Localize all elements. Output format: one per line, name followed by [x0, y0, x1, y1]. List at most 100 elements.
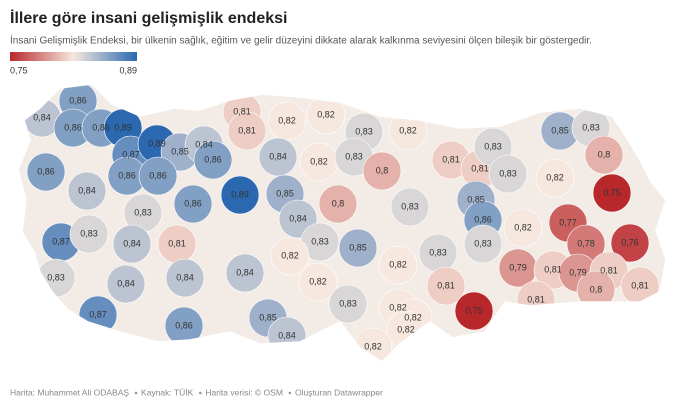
province-region	[362, 151, 402, 191]
province-label: 0,89	[231, 189, 249, 199]
province-label: 0,87	[122, 149, 140, 159]
province-region	[390, 187, 430, 227]
province-region	[270, 236, 310, 276]
province-region	[426, 266, 466, 306]
province-label: 0,83	[339, 298, 357, 308]
province-region	[26, 152, 66, 192]
province-label: 0,86	[204, 154, 222, 164]
province-label: 0,85	[276, 188, 294, 198]
province-label: 0,89	[114, 122, 132, 132]
province-label: 0,86	[175, 320, 193, 330]
province-label: 0,82	[309, 276, 327, 286]
separator-dot	[288, 391, 292, 395]
province-label: 0,82	[397, 324, 415, 334]
province-label: 0,81	[471, 163, 489, 173]
province-label: 0,82	[389, 302, 407, 312]
province-region	[503, 208, 543, 248]
footer: Harita: Muhammet Ali ODABAŞ Kaynak: TÜİK H…	[10, 387, 383, 397]
province-label: 0,84	[176, 272, 194, 282]
province-region	[488, 154, 528, 194]
map-labels: 0,860,840,86 0,86 0,890,870,890,850,840,86…	[33, 95, 649, 351]
province-label: 0,83	[47, 272, 65, 282]
province-label: 0,83	[311, 236, 329, 246]
province-label: 0,83	[474, 238, 492, 248]
legend-min: 0,75	[10, 65, 28, 75]
province-label: 0,81	[168, 238, 186, 248]
title: İllere göre insani gelişmişlik endeksi	[10, 9, 287, 27]
province-region	[106, 264, 146, 304]
province-label: 0,84	[195, 139, 213, 149]
separator-dot	[134, 391, 138, 395]
province-label: 0,82	[514, 222, 532, 232]
province-region	[592, 173, 632, 213]
province-region	[318, 184, 358, 224]
province-label: 0,84	[33, 112, 51, 122]
province-label: 0,83	[484, 141, 502, 151]
province-region	[610, 223, 650, 263]
province-region	[225, 253, 265, 293]
province-label: 0,82	[281, 250, 299, 260]
province-label: 0,8	[598, 149, 611, 159]
province-label: 0,82	[310, 156, 328, 166]
province-label: 0,85	[171, 146, 189, 156]
province-region	[584, 135, 624, 175]
province-label: 0,85	[349, 242, 367, 252]
province-region	[298, 262, 338, 302]
province-label: 0,82	[364, 341, 382, 351]
province-label: 0,87	[89, 309, 107, 319]
province-label: 0,81	[544, 264, 562, 274]
province-label: 0,81	[631, 280, 649, 290]
province-label: 0,86	[474, 214, 492, 224]
province-region	[378, 245, 418, 285]
province-label: 0,86	[149, 170, 167, 180]
province-label: 0,86	[118, 170, 136, 180]
province-label: 0,87	[52, 236, 70, 246]
footer-credit: Kaynak: TÜİK	[141, 387, 194, 397]
province-label: 0,8	[332, 198, 345, 208]
province-label: 0,75	[465, 305, 483, 315]
province-label: 0,86	[184, 198, 202, 208]
province-label: 0,84	[278, 330, 296, 340]
province-label: 0,83	[401, 201, 419, 211]
province-label: 0,75	[603, 187, 621, 197]
province-region	[454, 291, 494, 331]
province-region	[227, 111, 267, 151]
province-label: 0,82	[278, 115, 296, 125]
province-label: 0,83	[429, 247, 447, 257]
province-label: 0,82	[399, 125, 417, 135]
province-label: 0,76	[621, 237, 639, 247]
province-label: 0,8	[376, 165, 389, 175]
province-label: 0,86	[92, 122, 110, 132]
province-label: 0,81	[527, 294, 545, 304]
province-label: 0,79	[569, 267, 587, 277]
legend-bar	[10, 52, 137, 61]
province-label: 0,85	[259, 312, 277, 322]
footer-credit: Oluşturan Datawrapper	[295, 387, 383, 397]
province-region	[463, 224, 503, 264]
province-region	[165, 258, 205, 298]
province-label: 0,82	[546, 172, 564, 182]
province-label: 0,81	[442, 154, 460, 164]
province-region	[112, 224, 152, 264]
province-region	[258, 137, 298, 177]
legend-max: 0,89	[119, 65, 137, 75]
province-label: 0,83	[355, 126, 373, 136]
province-region	[220, 175, 260, 215]
province-label: 0,82	[317, 109, 335, 119]
province-label: 0,84	[123, 238, 141, 248]
province-label: 0,77	[559, 217, 577, 227]
province-label: 0,79	[509, 262, 527, 272]
province-label: 0,84	[269, 151, 287, 161]
province-region	[535, 158, 575, 198]
province-region	[67, 171, 107, 211]
province-label: 0,83	[134, 207, 152, 217]
subtitle: İnsani Gelişmişlik Endeksi, bir ülkenin …	[10, 34, 592, 47]
footer-credit: Harita: Muhammet Ali ODABAŞ	[10, 387, 129, 397]
province-label: 0,81	[233, 106, 251, 116]
province-label: 0,85	[467, 194, 485, 204]
province-label: 0,83	[345, 151, 363, 161]
province-label: 0,83	[80, 228, 98, 238]
province-label: 0,8	[590, 284, 603, 294]
